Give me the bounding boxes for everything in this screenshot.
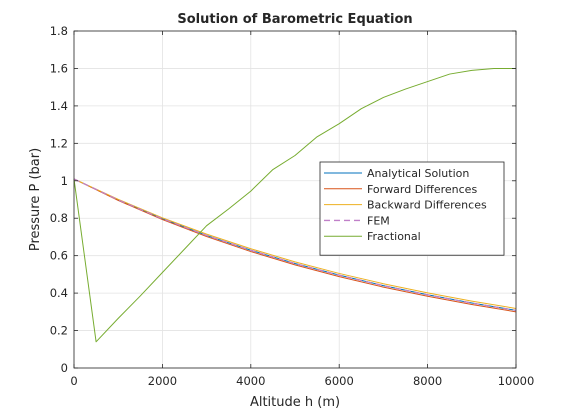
- series-line-fem: [73, 178, 517, 311]
- y-tick-label: 0: [61, 361, 68, 375]
- plot-frame: [73, 30, 517, 369]
- x-tick-label: 4000: [236, 374, 265, 388]
- legend-entry: Backward Differences: [367, 199, 487, 212]
- legend: Analytical Solution Forward Differences Ba…: [319, 161, 505, 256]
- y-tick-label: 1.4: [50, 99, 68, 113]
- y-tick-label: 1.2: [50, 136, 68, 150]
- chart-title: Solution of Barometric Equation: [177, 12, 412, 27]
- y-tick-label: 1: [61, 174, 68, 188]
- y-axis-label: Pressure P (bar): [28, 148, 43, 251]
- y-tick-label: 1.8: [50, 24, 68, 38]
- y-tick-label: 0.6: [50, 249, 68, 263]
- legend-entry: Fractional: [367, 230, 421, 243]
- y-tick-label: 1.6: [50, 61, 68, 75]
- y-tick-label: 0.8: [50, 211, 68, 225]
- ticks: 0 2000 4000 6000 8000 10000 0 0.2 0.4 0.6 0.8 1 1.2 1…: [50, 24, 535, 388]
- x-tick-label: 2000: [148, 374, 177, 388]
- x-tick-label: 0: [70, 374, 77, 388]
- legend-box: [319, 161, 505, 256]
- x-tick-label: 6000: [325, 374, 354, 388]
- legend-entry: FEM: [367, 214, 390, 227]
- x-tick-label: 10000: [498, 374, 535, 388]
- series-line-backward-differences: [73, 178, 517, 309]
- series-layer: [73, 67, 517, 343]
- y-tick-label: 0.2: [50, 324, 68, 338]
- x-tick-label: 8000: [413, 374, 442, 388]
- series-line-forward-differences: [73, 178, 517, 313]
- legend-entry: Analytical Solution: [367, 167, 469, 180]
- legend-entry: Forward Differences: [367, 183, 477, 196]
- series-line-fractional: [73, 67, 516, 343]
- x-axis-label: Altitude h (m): [250, 395, 340, 410]
- y-tick-label: 0.4: [50, 286, 68, 300]
